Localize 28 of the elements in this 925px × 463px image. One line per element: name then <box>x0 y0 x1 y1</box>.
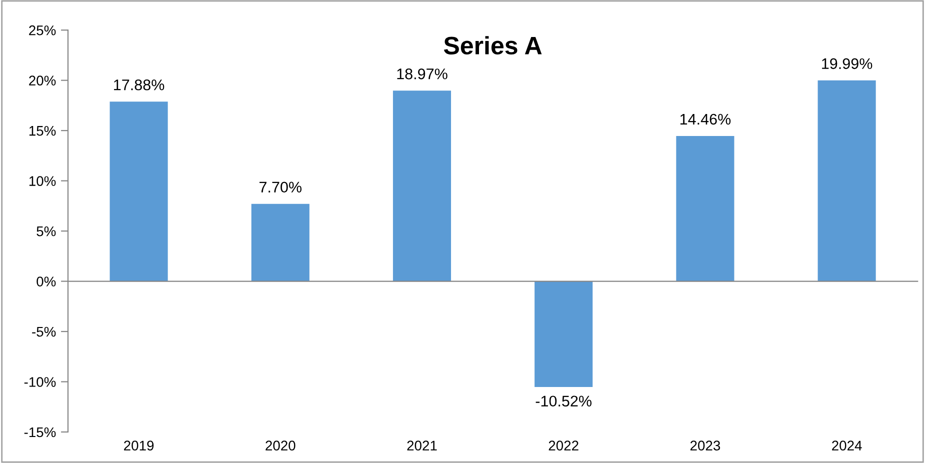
y-tick-label: 0% <box>36 276 56 286</box>
data-label: 7.70% <box>260 182 302 193</box>
y-tick-label: -10% <box>24 377 56 387</box>
data-label: 18.97% <box>397 68 448 80</box>
bar <box>110 102 168 282</box>
x-tick-label: 2019 <box>124 440 154 451</box>
data-label: 17.88% <box>114 79 164 90</box>
data-label: -10.52% <box>536 396 592 407</box>
x-tick-label: 2020 <box>266 440 296 451</box>
data-label: 19.99% <box>822 58 872 70</box>
y-tick-label: 25% <box>29 25 56 36</box>
bar <box>251 204 310 282</box>
x-tick-label: 2024 <box>832 440 862 451</box>
y-tick-label: -15% <box>24 427 56 438</box>
bar <box>392 90 452 282</box>
y-tick-label: 20% <box>29 76 56 86</box>
bar <box>534 281 593 387</box>
y-tick-label: -5% <box>32 326 56 337</box>
y-tick-label: 5% <box>36 226 56 236</box>
bar <box>676 136 734 282</box>
y-tick-label: 15% <box>29 126 56 136</box>
bar <box>818 80 876 282</box>
chart-title: Series A <box>444 36 542 54</box>
data-label: 14.46% <box>680 114 731 125</box>
x-tick-label: 2021 <box>407 440 437 451</box>
x-tick-label: 2022 <box>548 440 578 451</box>
y-tick-label: 10% <box>29 176 56 186</box>
x-tick-label: 2023 <box>690 440 720 451</box>
